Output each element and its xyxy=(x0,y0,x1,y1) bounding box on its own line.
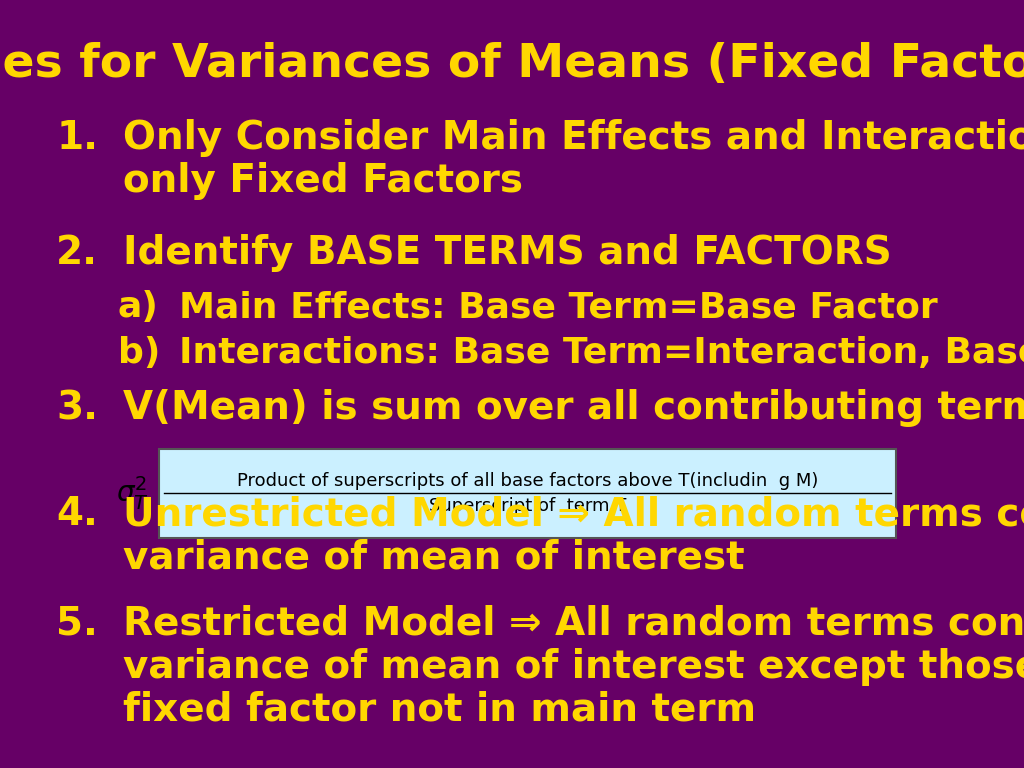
Text: Product of superscripts of all base factors above T(includin  g M): Product of superscripts of all base fact… xyxy=(237,472,818,490)
Text: fixed factor not in main term: fixed factor not in main term xyxy=(123,690,756,729)
Text: Restricted Model ⇒ All random terms contribute to: Restricted Model ⇒ All random terms cont… xyxy=(123,604,1024,642)
Text: a): a) xyxy=(118,290,159,324)
Text: variance of mean of interest: variance of mean of interest xyxy=(123,538,744,577)
Text: variance of mean of interest except those containing: variance of mean of interest except thos… xyxy=(123,647,1024,686)
Text: V(Mean) is sum over all contributing terms T of:: V(Mean) is sum over all contributing ter… xyxy=(123,389,1024,427)
FancyBboxPatch shape xyxy=(159,449,896,538)
Text: Superscript of  term T: Superscript of term T xyxy=(429,498,626,515)
Text: b): b) xyxy=(118,336,160,370)
Text: only Fixed Factors: only Fixed Factors xyxy=(123,162,523,200)
Text: 4.: 4. xyxy=(56,495,98,533)
Text: Main Effects: Base Term=Base Factor: Main Effects: Base Term=Base Factor xyxy=(179,290,938,324)
Text: Rules for Variances of Means (Fixed Factors): Rules for Variances of Means (Fixed Fact… xyxy=(0,42,1024,88)
Text: Unrestricted Model ⇒ All random terms contribute to: Unrestricted Model ⇒ All random terms co… xyxy=(123,495,1024,533)
Text: Identify BASE TERMS and FACTORS: Identify BASE TERMS and FACTORS xyxy=(123,234,892,272)
Text: Only Consider Main Effects and Interactions containing: Only Consider Main Effects and Interacti… xyxy=(123,119,1024,157)
Text: 5.: 5. xyxy=(56,604,98,642)
Text: Interactions: Base Term=Interaction, Base Factor=Main Effects: Interactions: Base Term=Interaction, Bas… xyxy=(179,336,1024,370)
Text: 3.: 3. xyxy=(56,389,98,427)
Text: $\sigma_T^2$: $\sigma_T^2$ xyxy=(116,475,148,512)
Text: 1.: 1. xyxy=(56,119,98,157)
Text: 2.: 2. xyxy=(56,234,98,272)
